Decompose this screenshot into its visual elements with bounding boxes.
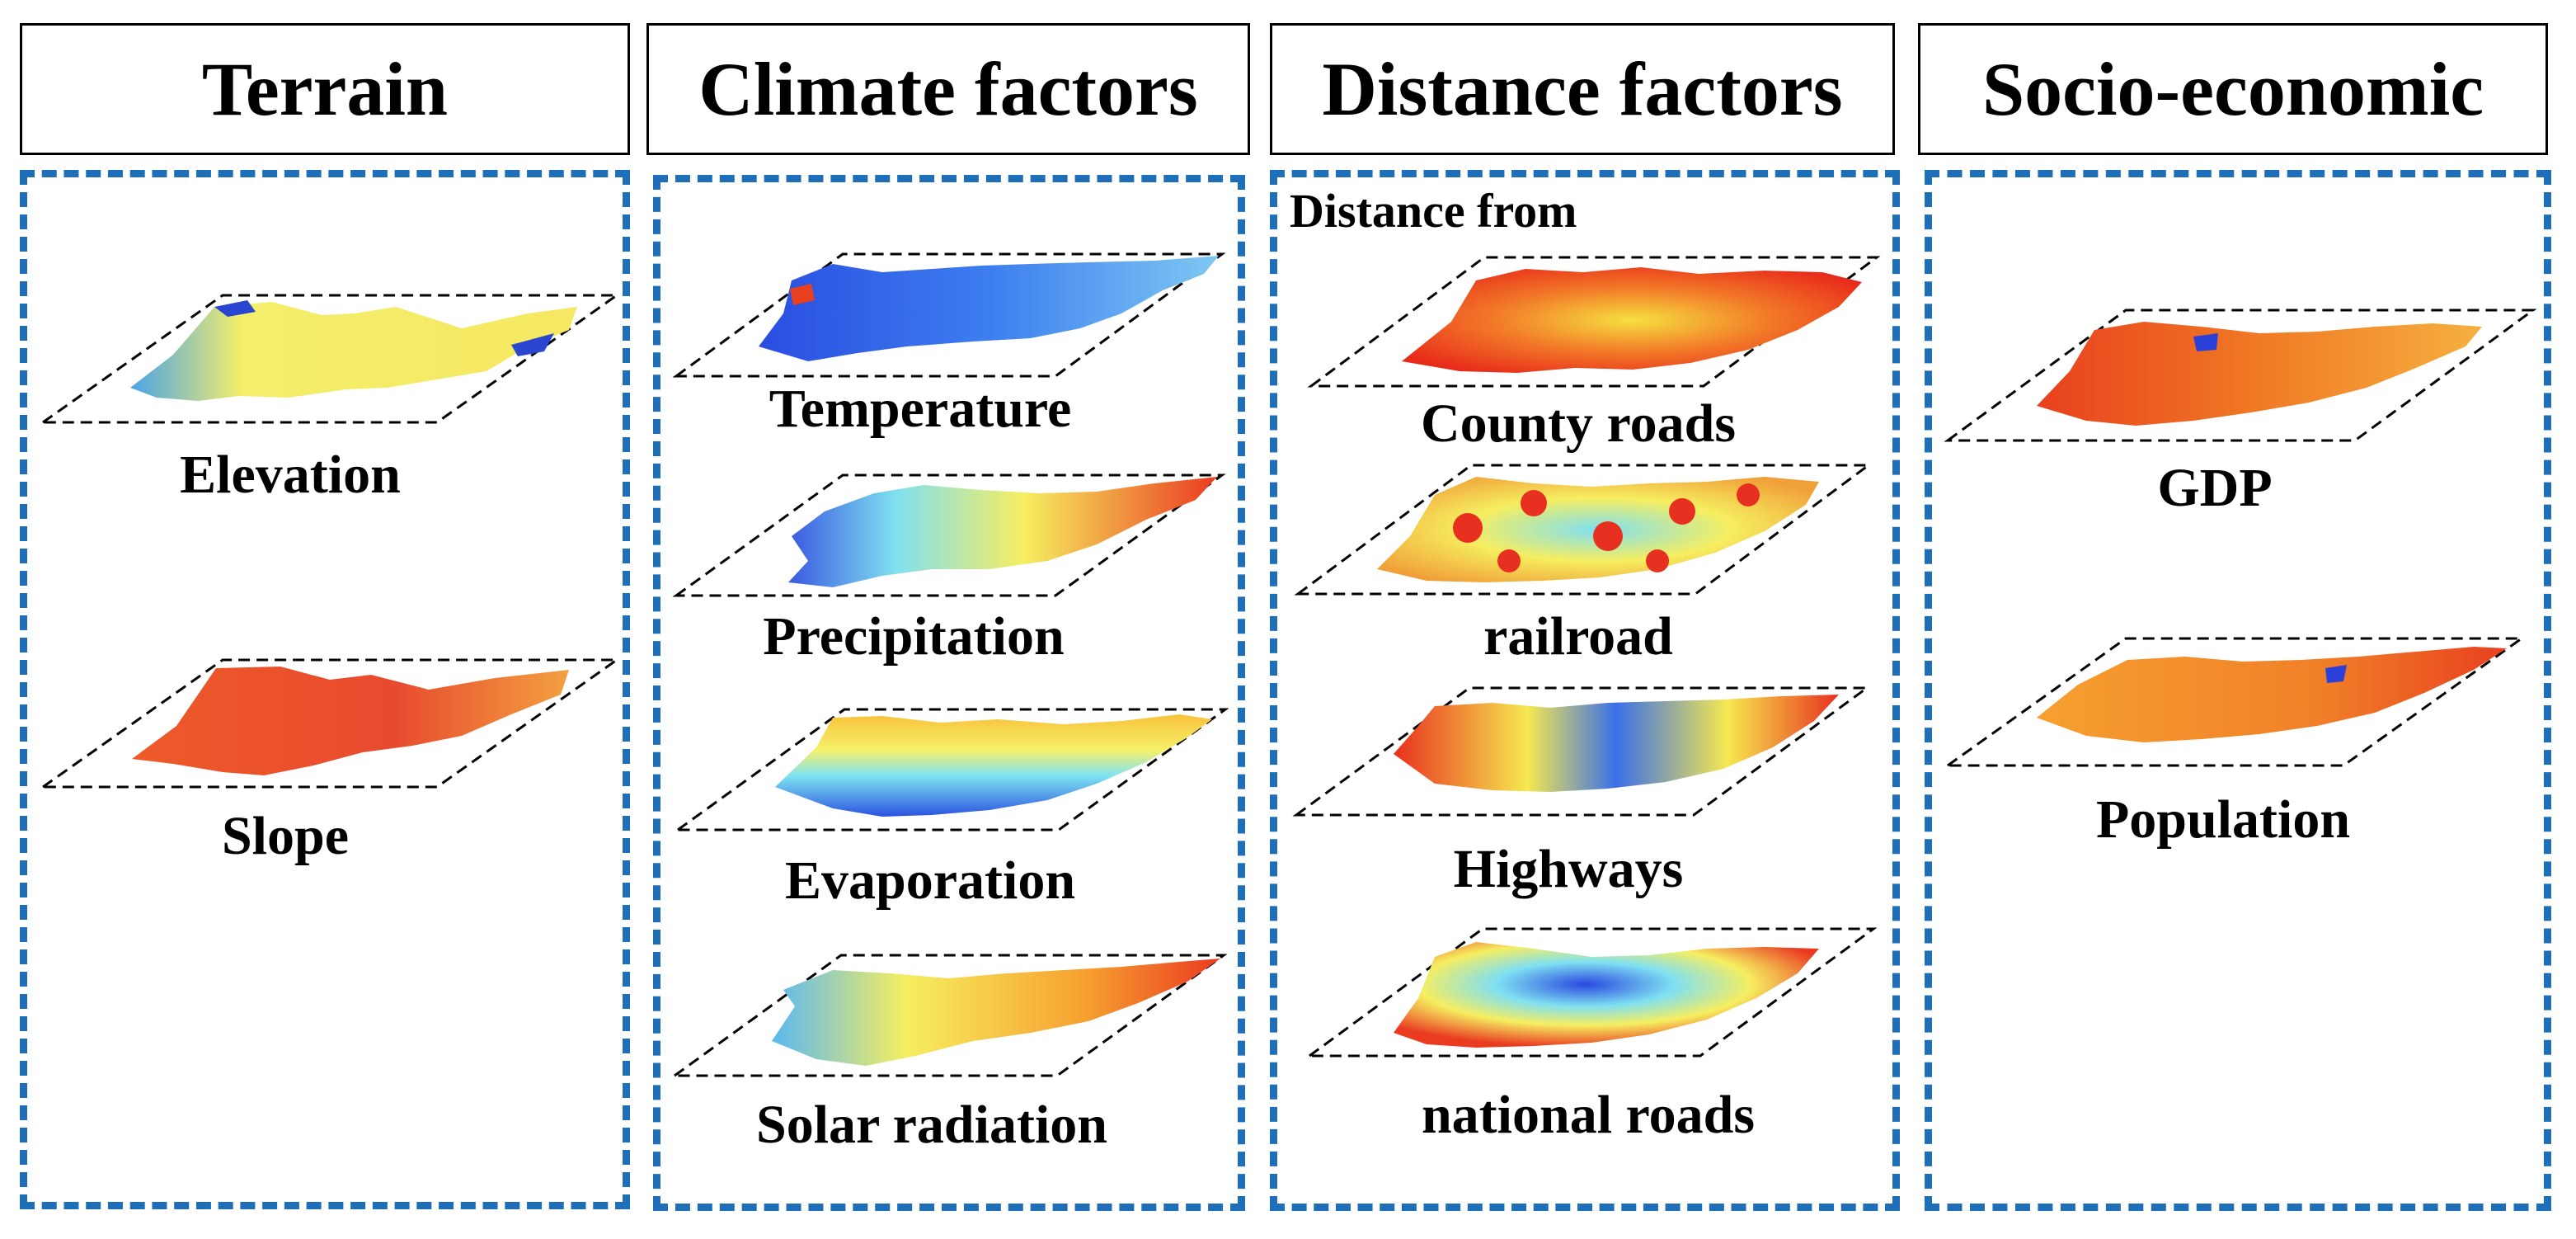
label-county-roads: County roads [1420, 393, 1737, 454]
label-slope: Slope [221, 806, 350, 866]
label-elevation: Elevation [180, 445, 401, 505]
map-solar-radiation [772, 959, 1220, 1066]
map-precipitation [788, 477, 1217, 587]
label-railroad: railroad [1483, 606, 1673, 667]
map-elevation [130, 302, 577, 401]
panel-distance-factors [1270, 170, 1900, 1211]
header-terrain: Terrain [20, 23, 630, 155]
header-socio-economic: Socio-economic [1918, 23, 2548, 155]
label-highways: Highways [1453, 839, 1684, 899]
map-temperature [759, 256, 1219, 361]
label-gdp: GDP [2157, 458, 2273, 518]
header-climate-factors: Climate factors [646, 23, 1250, 155]
panel-climate-factors [653, 175, 1245, 1211]
label-precipitation: Precipitation [763, 606, 1065, 667]
label-solar-radiation: Solar radiation [755, 1095, 1108, 1155]
map-national-roads [1394, 942, 1819, 1048]
panel-terrain [20, 170, 630, 1209]
panel-socio-economic [1925, 170, 2551, 1211]
map-gdp [2037, 322, 2482, 426]
header-distance-factors: Distance factors [1270, 23, 1895, 155]
label-population: Population [2095, 789, 2351, 850]
map-county-roads [1402, 267, 1862, 373]
map-population [2037, 647, 2507, 742]
map-slope [132, 667, 569, 775]
subheader-distance-from: Distance from [1290, 184, 1577, 238]
label-evaporation: Evaporation [784, 850, 1076, 911]
label-national-roads: national roads [1421, 1085, 1756, 1145]
label-temperature: Temperature [769, 379, 1072, 439]
map-evaporation [775, 714, 1212, 817]
map-highways [1394, 695, 1839, 792]
